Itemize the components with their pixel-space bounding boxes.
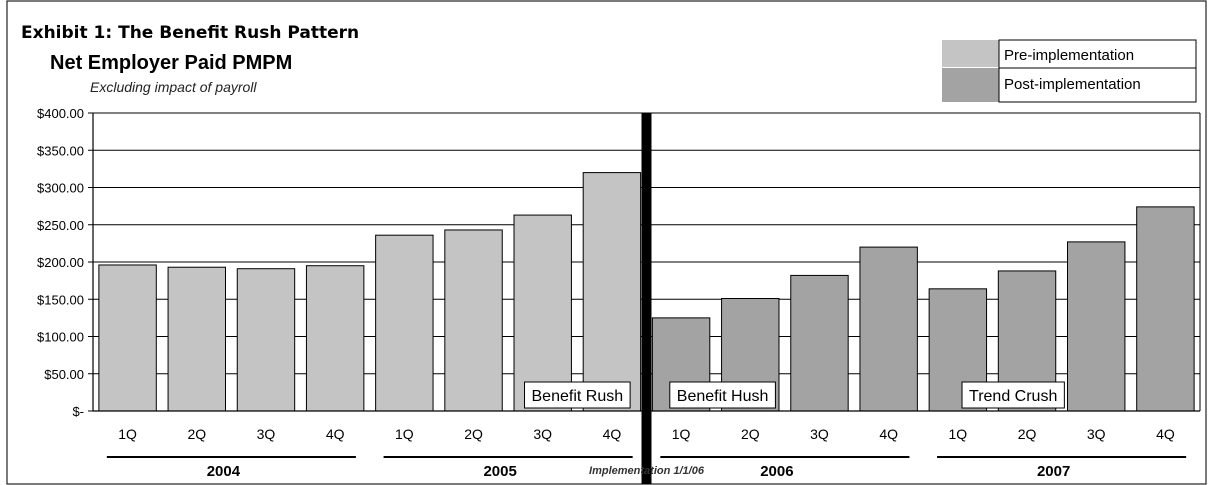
- year-label: 2004: [207, 463, 241, 480]
- x-category-label: 1Q: [395, 426, 414, 442]
- bar-post: [1136, 206, 1195, 412]
- bar-pre: [167, 266, 226, 412]
- bar-pre: [305, 265, 365, 412]
- y-axis-ticks: $- $50.00 $100.00 $150.00 $200.00 $250.00 $300…: [37, 106, 93, 419]
- bar-pre: [98, 264, 157, 412]
- annotations: Benefit Rush Benefit Hush Trend Crush: [524, 381, 1065, 409]
- bar-pre: [236, 268, 296, 412]
- x-axis-categories: 1Q 2Q 3Q 4Q 1Q 2Q 3Q 4Q 1Q 2Q 3Q 4Q 1Q 2Q 3Q 4Q: [118, 426, 1175, 442]
- year-groups: 2004 2005 2006 2007: [106, 456, 1187, 480]
- annotation-text: Trend Crush: [969, 388, 1057, 405]
- year-label: 2005: [483, 463, 516, 480]
- legend-label-pre: Pre-implementation: [1004, 47, 1134, 64]
- x-category-label: 1Q: [672, 426, 691, 442]
- annotation-box: [669, 381, 776, 409]
- implementation-label: Implementation 1/1/06: [589, 465, 705, 477]
- exhibit-label: Exhibit 1: The Benefit Rush Pattern: [21, 23, 359, 43]
- bar-pre: [582, 172, 642, 412]
- chart-subtitle: Excluding impact of payroll: [90, 79, 257, 95]
- y-tick-label: $400.00: [37, 106, 84, 121]
- annotation-text: Benefit Rush: [532, 388, 624, 405]
- annotation-text: Benefit Hush: [677, 388, 769, 405]
- legend: Pre-implementation Post-implementation: [942, 39, 1197, 103]
- x-category-label: 3Q: [810, 426, 829, 442]
- bar-pre: [444, 229, 503, 412]
- bar-pre: [375, 234, 434, 412]
- bar-post: [859, 246, 918, 412]
- legend-label-post: Post-implementation: [1004, 76, 1141, 93]
- y-tick-label: $-: [72, 404, 84, 419]
- x-category-label: 1Q: [118, 426, 137, 442]
- y-tick-label: $150.00: [37, 292, 84, 307]
- x-category-label: 2Q: [1018, 426, 1037, 442]
- y-tick-label: $50.00: [44, 367, 84, 382]
- y-tick-label: $200.00: [37, 255, 84, 270]
- x-category-label: 4Q: [603, 426, 622, 442]
- x-category-label: 3Q: [1087, 426, 1106, 442]
- year-label: 2007: [1037, 463, 1070, 480]
- legend-label-box: [998, 39, 1197, 103]
- y-tick-label: $250.00: [37, 218, 84, 233]
- annotation-box: [961, 381, 1065, 409]
- implementation-divider: [641, 113, 652, 484]
- bar-post: [1067, 241, 1126, 412]
- x-category-label: 4Q: [326, 426, 345, 442]
- annotation: Trend Crush: [961, 381, 1065, 409]
- y-tick-label: $100.00: [37, 330, 84, 345]
- x-category-label: 2Q: [464, 426, 483, 442]
- y-tick-label: $350.00: [37, 143, 84, 158]
- x-category-label: 1Q: [949, 426, 968, 442]
- year-label: 2006: [760, 463, 793, 480]
- x-category-label: 4Q: [1156, 426, 1175, 442]
- x-category-label: 2Q: [741, 426, 760, 442]
- bar-pre: [513, 214, 572, 412]
- bars: [98, 172, 1195, 412]
- implementation-marker: Implementation 1/1/06: [589, 113, 705, 484]
- annotation-box: [524, 381, 631, 409]
- chart-title: Net Employer Paid PMPM: [50, 52, 292, 74]
- legend-swatch-pre: [942, 40, 999, 67]
- annotation: Benefit Hush: [669, 381, 776, 409]
- legend-swatch-post: [942, 68, 999, 102]
- x-category-label: 3Q: [257, 426, 276, 442]
- x-category-label: 3Q: [533, 426, 552, 442]
- x-category-label: 2Q: [187, 426, 206, 442]
- bar-post: [790, 274, 849, 412]
- annotation: Benefit Rush: [524, 381, 631, 409]
- y-tick-label: $300.00: [37, 181, 84, 196]
- x-category-label: 4Q: [879, 426, 898, 442]
